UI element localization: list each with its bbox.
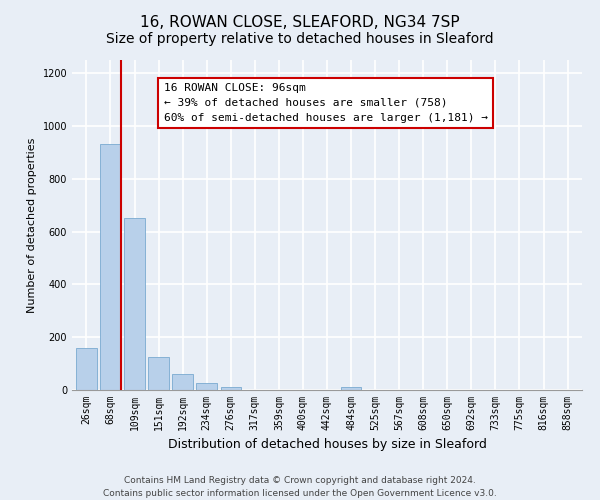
Text: Contains HM Land Registry data © Crown copyright and database right 2024.
Contai: Contains HM Land Registry data © Crown c… (103, 476, 497, 498)
X-axis label: Distribution of detached houses by size in Sleaford: Distribution of detached houses by size … (167, 438, 487, 452)
Text: 16, ROWAN CLOSE, SLEAFORD, NG34 7SP: 16, ROWAN CLOSE, SLEAFORD, NG34 7SP (140, 15, 460, 30)
Text: 16 ROWAN CLOSE: 96sqm
← 39% of detached houses are smaller (758)
60% of semi-det: 16 ROWAN CLOSE: 96sqm ← 39% of detached … (164, 83, 488, 122)
Bar (172, 374, 193, 390)
Bar (341, 387, 361, 390)
Bar (148, 357, 169, 390)
Bar (76, 348, 97, 390)
Bar (100, 144, 121, 390)
Text: Size of property relative to detached houses in Sleaford: Size of property relative to detached ho… (106, 32, 494, 46)
Y-axis label: Number of detached properties: Number of detached properties (27, 138, 37, 312)
Bar (221, 387, 241, 390)
Bar (196, 382, 217, 390)
Bar (124, 218, 145, 390)
